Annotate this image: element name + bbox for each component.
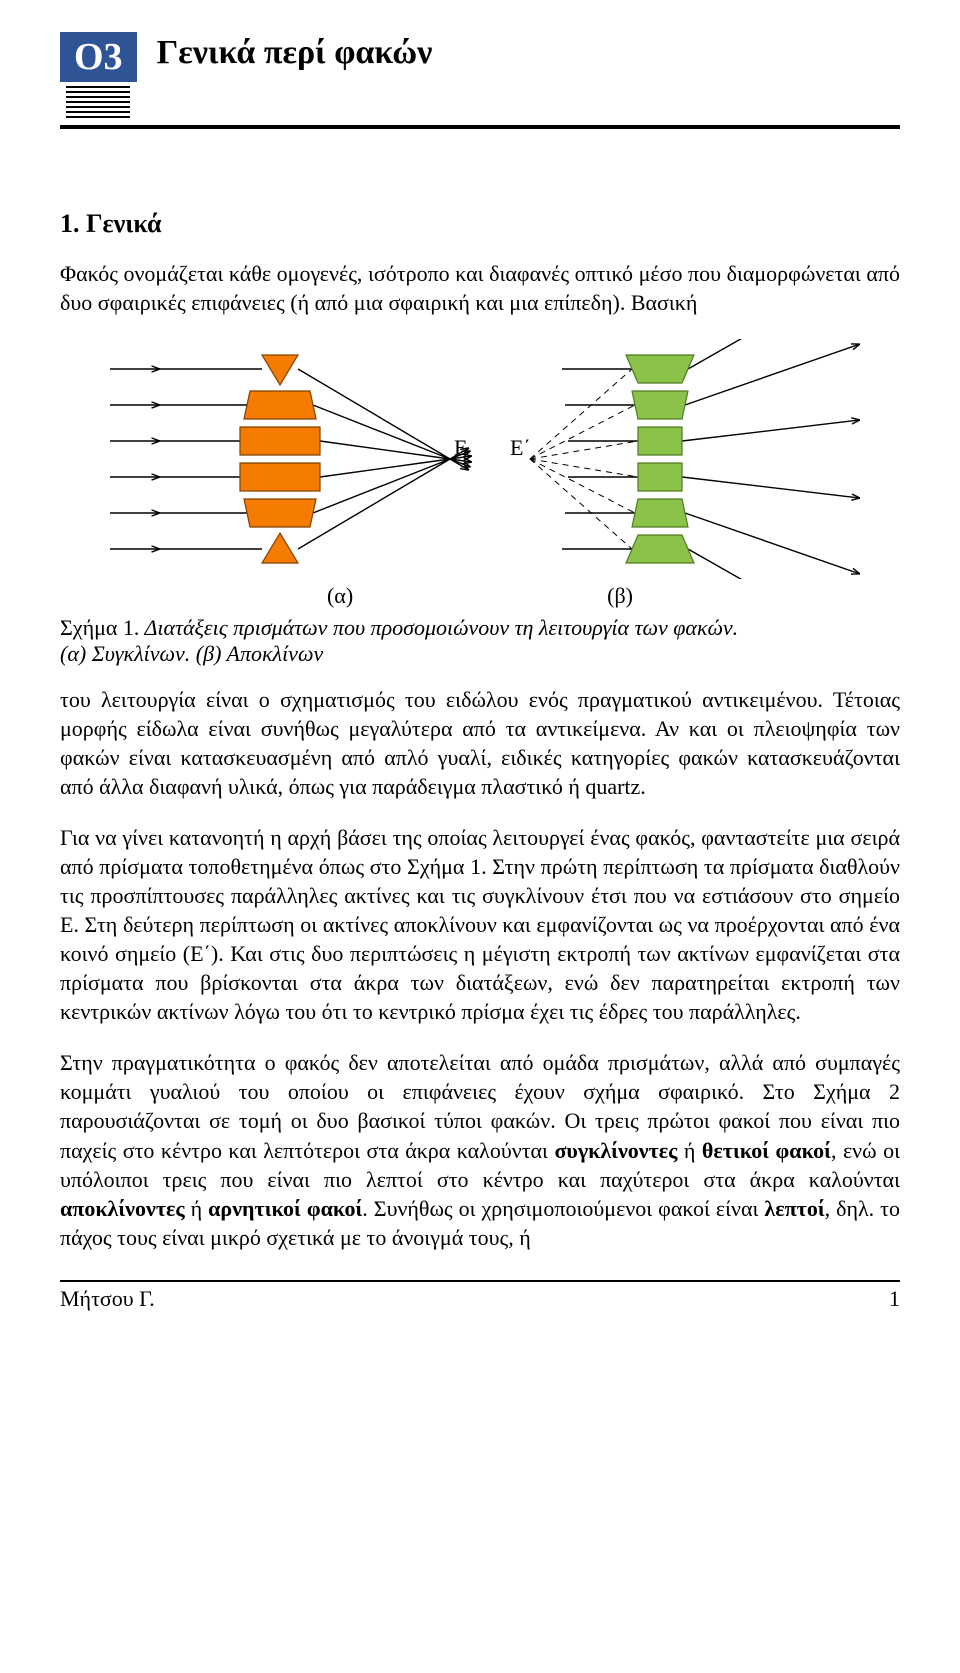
- para-2: του λειτουργία είναι ο σχηματισμός του ε…: [60, 685, 900, 801]
- chapter-marker: O3: [60, 32, 137, 121]
- para-3: Για να γίνει κατανοητή η αρχή βάσει της …: [60, 823, 900, 1026]
- section-heading-1: 1. Γενικά: [60, 209, 900, 239]
- svg-text:E: E: [454, 435, 467, 460]
- p4-m4: . Συνήθως οι χρησιμοποιούμενοι φακοί είν…: [362, 1196, 764, 1221]
- para-4: Στην πραγματικότητα ο φακός δεν αποτελεί…: [60, 1048, 900, 1251]
- footer-author: Μήτσου Γ.: [60, 1286, 155, 1312]
- bold-diverging: αποκλίνοντες: [60, 1196, 185, 1221]
- sub-beta: (β): [607, 583, 633, 609]
- figure-1: E E΄ (α) (β): [60, 339, 900, 609]
- bold-converging: συγκλίνοντες: [554, 1138, 677, 1163]
- decorative-stripes: [66, 86, 130, 121]
- para-1: Φακός ονομάζεται κάθε ομογενές, ισότροπο…: [60, 259, 900, 317]
- page: O3 Γενικά περί φακών 1. Γενικά Φακός ονο…: [0, 0, 960, 1336]
- figure-1-caption: Σχήμα 1. Διατάξεις πρισμάτων που προσομο…: [60, 615, 900, 667]
- figure-caption-lead: Σχήμα 1.: [60, 615, 139, 640]
- figure-caption-body2: (α) Συγκλίνων. (β) Αποκλίνων: [60, 641, 323, 666]
- p4-m1: ή: [677, 1138, 701, 1163]
- chapter-badge: O3: [60, 32, 137, 82]
- bold-thin: λεπτοί: [764, 1196, 824, 1221]
- bold-negative: αρνητικοί φακοί: [208, 1196, 362, 1221]
- p4-m3: ή: [185, 1196, 208, 1221]
- footer-rule: [60, 1280, 900, 1282]
- svg-text:E΄: E΄: [510, 435, 531, 460]
- page-header: O3 Γενικά περί φακών: [60, 32, 900, 121]
- page-title: Γενικά περί φακών: [157, 32, 433, 72]
- bold-positive: θετικοί φακοί: [702, 1138, 831, 1163]
- header-rule: [60, 125, 900, 129]
- sub-alpha: (α): [327, 583, 353, 609]
- lens-diagram: E E΄: [100, 339, 860, 579]
- footer-page-number: 1: [889, 1286, 900, 1312]
- page-footer: Μήτσου Γ. 1: [60, 1286, 900, 1312]
- figure-sublabels: (α) (β): [60, 583, 900, 609]
- figure-caption-body1: Διατάξεις πρισμάτων που προσομοιώνουν τη…: [139, 615, 738, 640]
